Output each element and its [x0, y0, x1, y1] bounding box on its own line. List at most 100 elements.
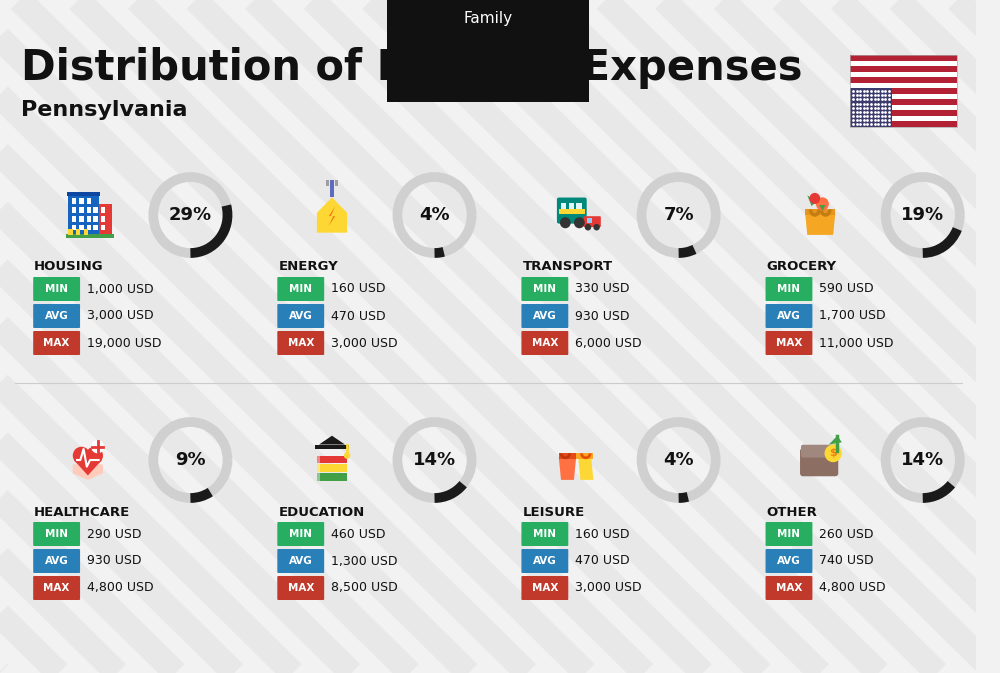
Text: MIN: MIN: [777, 284, 800, 294]
FancyBboxPatch shape: [584, 216, 601, 227]
Text: MIN: MIN: [45, 284, 68, 294]
Text: MAX: MAX: [43, 338, 70, 348]
Text: AVG: AVG: [533, 556, 557, 566]
Text: 470 USD: 470 USD: [331, 310, 386, 322]
Text: 14%: 14%: [413, 451, 456, 469]
Text: Pennsylvania: Pennsylvania: [21, 100, 188, 120]
Text: 4%: 4%: [419, 206, 450, 224]
FancyBboxPatch shape: [277, 304, 324, 328]
Text: 330 USD: 330 USD: [575, 283, 630, 295]
Polygon shape: [74, 460, 102, 475]
Text: MAX: MAX: [776, 338, 802, 348]
FancyBboxPatch shape: [800, 448, 838, 476]
Text: HOUSING: HOUSING: [34, 260, 104, 273]
Text: MAX: MAX: [532, 338, 558, 348]
Bar: [335, 180, 338, 186]
Bar: [72, 199, 76, 204]
Text: AVG: AVG: [289, 556, 313, 566]
Bar: [850, 105, 957, 110]
FancyBboxPatch shape: [521, 277, 568, 301]
FancyBboxPatch shape: [33, 576, 80, 600]
FancyBboxPatch shape: [557, 198, 587, 223]
Text: MIN: MIN: [533, 284, 556, 294]
Bar: [84, 229, 88, 235]
Bar: [559, 209, 585, 214]
Text: 1,300 USD: 1,300 USD: [331, 555, 398, 567]
Circle shape: [344, 452, 350, 459]
FancyBboxPatch shape: [277, 277, 324, 301]
Polygon shape: [73, 464, 103, 480]
Text: Family: Family: [464, 11, 513, 26]
Bar: [850, 121, 957, 127]
Text: 19%: 19%: [901, 206, 944, 224]
Text: 6,000 USD: 6,000 USD: [575, 336, 642, 349]
Polygon shape: [317, 197, 347, 233]
Text: MIN: MIN: [289, 284, 312, 294]
Polygon shape: [829, 435, 842, 445]
Bar: [850, 77, 957, 83]
FancyBboxPatch shape: [521, 576, 568, 600]
Polygon shape: [319, 435, 345, 445]
Bar: [850, 88, 892, 127]
Bar: [72, 207, 76, 213]
Bar: [850, 61, 957, 66]
Bar: [101, 207, 105, 213]
Circle shape: [574, 217, 585, 228]
Text: GROCERY: GROCERY: [767, 260, 837, 273]
Bar: [93, 216, 98, 221]
Text: 29%: 29%: [169, 206, 212, 224]
FancyBboxPatch shape: [766, 522, 812, 546]
Bar: [576, 203, 582, 211]
Bar: [68, 195, 99, 235]
Text: 3,000 USD: 3,000 USD: [575, 581, 642, 594]
Circle shape: [809, 193, 820, 204]
Text: 3,000 USD: 3,000 USD: [87, 310, 154, 322]
Circle shape: [825, 445, 842, 462]
Text: AVG: AVG: [45, 311, 69, 321]
FancyBboxPatch shape: [33, 522, 80, 546]
FancyBboxPatch shape: [33, 331, 80, 355]
Circle shape: [816, 197, 829, 211]
Circle shape: [91, 440, 104, 454]
Text: AVG: AVG: [777, 311, 801, 321]
Text: 590 USD: 590 USD: [819, 283, 874, 295]
Text: 160 USD: 160 USD: [575, 528, 630, 540]
FancyBboxPatch shape: [521, 304, 568, 328]
Text: 1,000 USD: 1,000 USD: [87, 283, 154, 295]
Bar: [850, 71, 957, 77]
FancyBboxPatch shape: [766, 549, 812, 573]
Text: 7%: 7%: [663, 206, 694, 224]
Bar: [76, 229, 80, 235]
Bar: [850, 116, 957, 121]
Bar: [587, 218, 592, 223]
Bar: [66, 234, 114, 238]
Text: EDUCATION: EDUCATION: [278, 505, 365, 518]
FancyBboxPatch shape: [521, 522, 568, 546]
Text: 11,000 USD: 11,000 USD: [819, 336, 894, 349]
Circle shape: [593, 224, 600, 230]
Bar: [87, 225, 91, 230]
Polygon shape: [807, 195, 816, 206]
Text: TRANSPORT: TRANSPORT: [522, 260, 613, 273]
Bar: [317, 464, 320, 472]
Text: AVG: AVG: [533, 311, 557, 321]
Bar: [93, 207, 98, 213]
Text: MIN: MIN: [289, 529, 312, 539]
FancyBboxPatch shape: [521, 331, 568, 355]
FancyBboxPatch shape: [766, 277, 812, 301]
Bar: [317, 473, 347, 481]
FancyBboxPatch shape: [277, 549, 324, 573]
FancyBboxPatch shape: [33, 549, 80, 573]
Polygon shape: [805, 213, 835, 235]
Bar: [79, 207, 84, 213]
Bar: [90, 204, 112, 235]
Bar: [79, 199, 84, 204]
FancyBboxPatch shape: [766, 331, 812, 355]
Bar: [850, 88, 957, 94]
Polygon shape: [578, 458, 593, 480]
Bar: [72, 216, 76, 221]
Text: 260 USD: 260 USD: [819, 528, 874, 540]
Text: OTHER: OTHER: [767, 505, 817, 518]
Text: 1,700 USD: 1,700 USD: [819, 310, 886, 322]
Text: MAX: MAX: [532, 583, 558, 593]
